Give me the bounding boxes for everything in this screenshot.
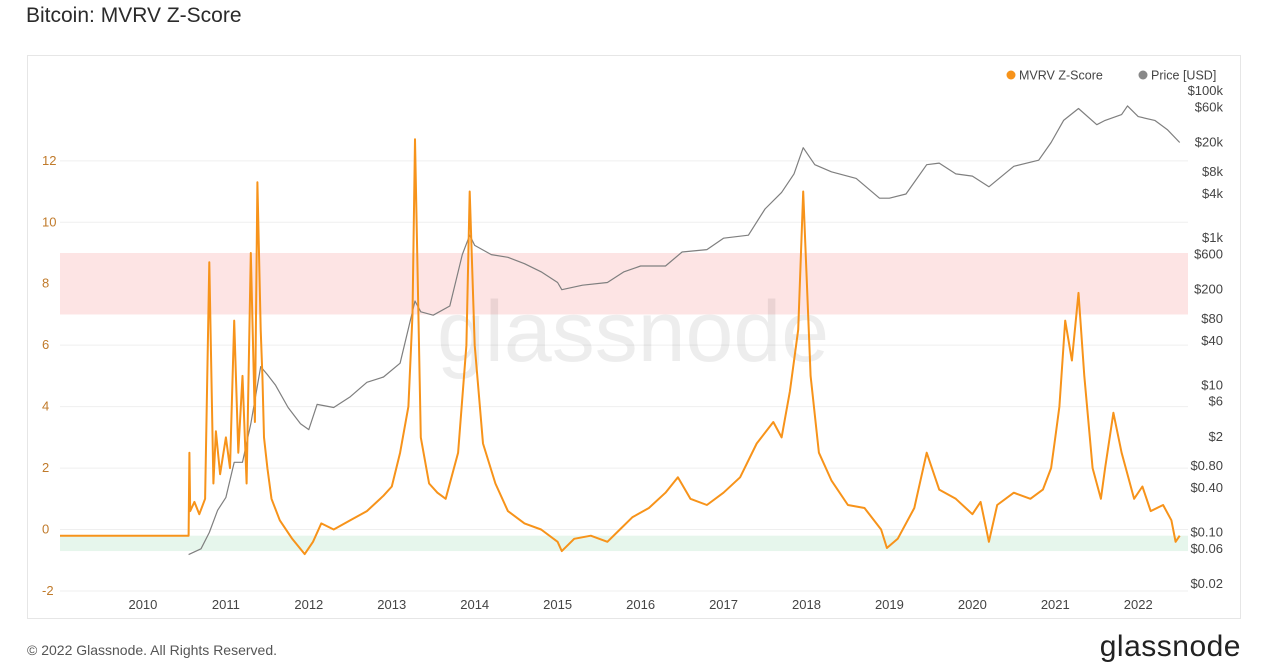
legend-label: MVRV Z-Score [1019,69,1103,83]
band-overvalued [60,253,1188,315]
right-tick-label: $0.06 [1190,541,1223,556]
left-tick-label: 10 [42,214,56,229]
right-tick-label: $80 [1201,311,1223,326]
legend-dot [1138,70,1148,80]
x-tick-label: 2015 [543,597,572,612]
x-tick-label: 2012 [294,597,323,612]
x-tick-label: 2016 [626,597,655,612]
band-undervalued [60,535,1188,552]
legend[interactable]: MVRV Z-Score Price [USD] [1006,69,1217,83]
right-tick-label: $0.10 [1190,524,1223,539]
right-tick-label: $8k [1202,164,1223,179]
left-tick-label: 0 [42,522,49,537]
legend-label: Price [USD] [1151,69,1216,83]
right-tick-label: $2 [1209,429,1223,444]
right-axis-ticks: $0.02 $0.06 $0.10 $0.40 $0.80 $2 $6 $10 $40 $80 $2… [1188,83,1224,591]
left-tick-label: 2 [42,460,49,475]
x-tick-label: 2010 [128,597,157,612]
left-axis-ticks: -2 0 2 4 6 8 10 12 [42,153,56,598]
right-tick-label: $6 [1209,394,1223,409]
right-tick-label: $40 [1201,333,1223,348]
x-tick-label: 2021 [1041,597,1070,612]
left-tick-label: 6 [42,337,49,352]
left-tick-label: 4 [42,399,49,414]
right-tick-label: $0.40 [1190,480,1223,495]
mvrv-line [60,138,1181,556]
watermark: glassnode [437,284,829,380]
x-tick-label: 2017 [709,597,738,612]
right-tick-label: $60k [1195,99,1224,114]
x-tick-label: 2019 [875,597,904,612]
right-tick-label: $20k [1195,135,1224,150]
price-line [188,105,1181,556]
left-tick-label: -2 [42,583,54,598]
right-tick-label: $0.02 [1190,576,1223,591]
footer-logo: glassnode [1099,630,1241,663]
right-tick-label: $0.80 [1190,458,1223,473]
mvrv-series [60,138,1181,556]
x-tick-label: 2020 [958,597,987,612]
price-series [188,105,1181,556]
left-tick-label: 12 [42,153,56,168]
right-tick-label: $4k [1202,186,1223,201]
page-title: Bitcoin: MVRV Z-Score [26,4,242,27]
zone-bands [60,253,1188,552]
right-tick-label: $200 [1194,282,1223,297]
legend-dot [1006,70,1016,80]
x-tick-label: 2018 [792,597,821,612]
x-tick-label: 2011 [212,597,240,612]
left-tick-label: 8 [42,276,49,291]
right-tick-label: $1k [1202,230,1223,245]
chart-panel: glassnode -2 0 2 4 6 8 10 12 $0.02 $0.06 $0.10 $0.… [27,55,1241,619]
right-tick-label: $100k [1188,83,1224,98]
x-axis-ticks: 2010 2011 2012 2013 2014 2015 2016 2017 2018 2019… [128,597,1152,612]
right-tick-label: $10 [1201,377,1223,392]
x-tick-label: 2013 [377,597,406,612]
x-tick-label: 2014 [460,597,489,612]
right-tick-label: $600 [1194,247,1223,262]
footer-copyright: © 2022 Glassnode. All Rights Reserved. [27,642,278,658]
x-tick-label: 2022 [1124,597,1153,612]
